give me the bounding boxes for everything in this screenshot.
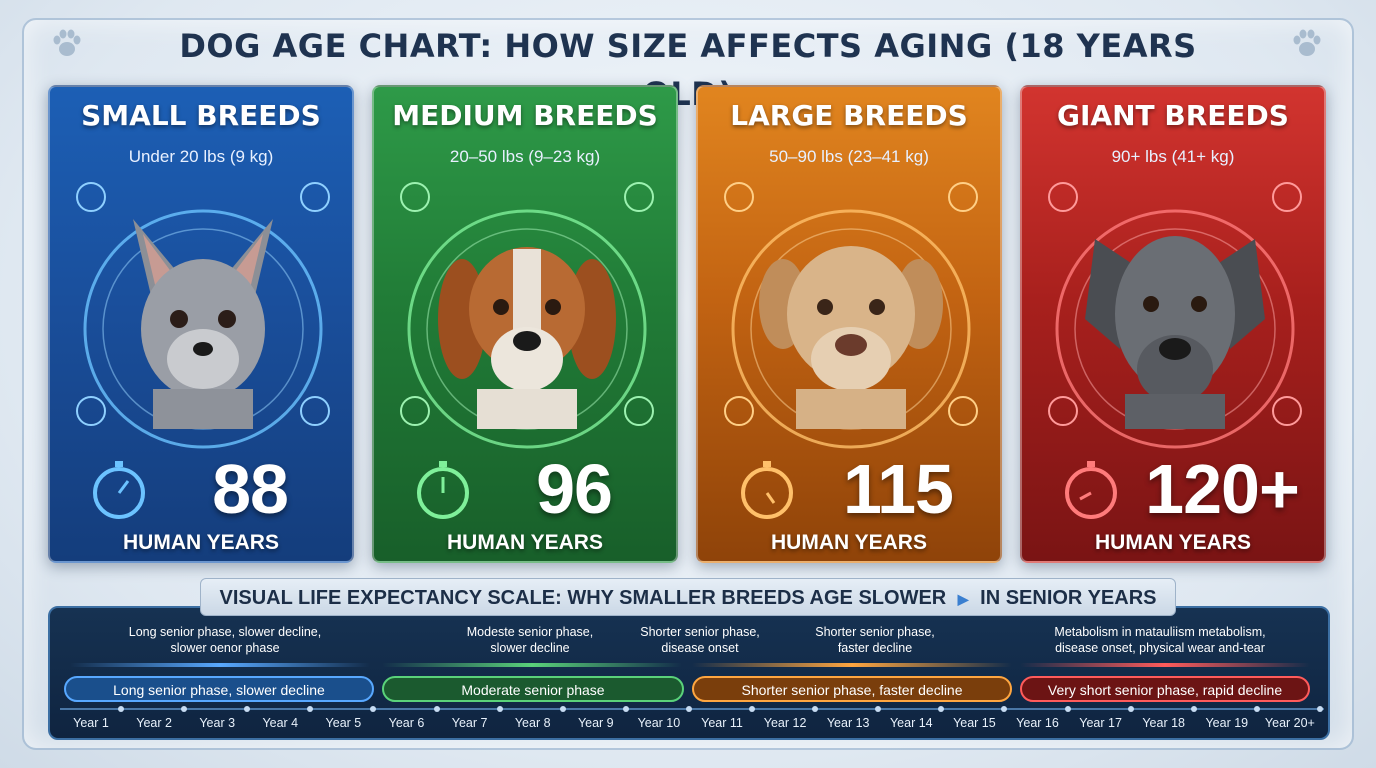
- year-tick-label: Year 5: [325, 716, 362, 730]
- band-glow-orange: [692, 663, 1012, 667]
- human-age-unit: HUMAN YEARS: [447, 531, 603, 554]
- stopwatch-icon: [741, 461, 793, 519]
- human-age-unit: HUMAN YEARS: [123, 531, 279, 554]
- year-tick-label: Year 18: [1142, 716, 1185, 730]
- life-expectancy-scale-panel: [48, 606, 1330, 740]
- year-tick-dot: [496, 706, 503, 712]
- hud-ring: [724, 182, 978, 449]
- scale-note: Metabolism in matauliism metabolism, dis…: [1054, 625, 1266, 655]
- year-tick-label: Year 19: [1205, 716, 1249, 730]
- year-tick-label: Year 8: [514, 716, 551, 730]
- year-tick-dot: [1064, 706, 1071, 712]
- year-tick-dot: [433, 706, 440, 712]
- paw-print-icon: [1293, 29, 1321, 56]
- year-tick-label: Year 7: [451, 716, 488, 730]
- year-tick-label: Year 9: [577, 716, 614, 730]
- breed-card-large: LARGE BREEDS 50–90 lbs (23–41 kg) 115 HU…: [696, 85, 1002, 563]
- great-dane-illustration: [1085, 236, 1265, 429]
- year-tick-label: Year 4: [262, 716, 299, 730]
- senior-phase-band-small: Long senior phase, slower decline: [64, 676, 374, 702]
- year-tick-dot: [1253, 706, 1260, 712]
- breed-weight: 90+ lbs (41+ kg): [1111, 147, 1235, 166]
- band-glow-blue: [70, 663, 370, 667]
- year-tick-label: Year 3: [199, 716, 236, 730]
- play-arrow-icon: ▶: [957, 591, 969, 607]
- year-tick-dot: [244, 706, 251, 712]
- breed-card-small: SMALL BREEDS Under 20 lbs (9 kg) 88 HUMA…: [48, 85, 354, 563]
- year-tick-label: Year 15: [953, 716, 996, 730]
- year-tick-label: Year 17: [1079, 716, 1122, 730]
- breed-weight: 20–50 lbs (9–23 kg): [449, 147, 601, 166]
- year-tick-dot: [1316, 706, 1323, 712]
- year-tick-dot: [559, 706, 566, 712]
- year-tick-dot: [1001, 706, 1008, 712]
- scale-note: Long senior phase, slower decline, slowe…: [128, 625, 322, 655]
- human-age-value: 120+: [1145, 450, 1300, 528]
- year-tick-dot: [749, 706, 755, 712]
- year-tick-label: Year 6: [388, 716, 425, 730]
- beagle-illustration: [438, 247, 616, 429]
- human-age-value: 115: [843, 450, 954, 528]
- scale-title: VISUAL LIFE EXPECTANCY SCALE: WHY SMALLE…: [201, 579, 1175, 617]
- band-glow-red: [1020, 663, 1310, 667]
- stopwatch-icon: [1065, 461, 1117, 519]
- year-tick-dot: [181, 706, 188, 712]
- year-axis: [60, 708, 1324, 710]
- scale-note: Modeste senior phase, slower decline: [466, 625, 594, 655]
- hud-ring: [1048, 182, 1302, 449]
- year-tick-label: Year 12: [763, 716, 807, 730]
- breed-weight: Under 20 lbs (9 kg): [128, 147, 274, 166]
- outer-frame: [22, 18, 1354, 750]
- year-tick-dot: [307, 706, 314, 712]
- hud-ring: [400, 182, 654, 449]
- year-tick-label: Year 1: [73, 716, 109, 730]
- year-tick-dot: [685, 706, 692, 712]
- chihuahua-illustration: [133, 219, 273, 429]
- scale-title-part2: IN SENIOR YEARS: [980, 587, 1157, 609]
- paw-print-icon: [53, 29, 81, 56]
- year-tick-label: Year 2: [136, 716, 172, 730]
- year-tick-label: Year 13: [826, 716, 870, 730]
- breed-card-medium: MEDIUM BREEDS 20–50 lbs (9–23 kg) 96 HUM…: [372, 85, 678, 563]
- year-tick-dot: [875, 706, 882, 712]
- breed-weight: 50–90 lbs (23–41 kg): [769, 147, 929, 166]
- hud-ring: [76, 182, 330, 449]
- scale-title-part1: VISUAL LIFE EXPECTANCY SCALE: WHY SMALLE…: [219, 587, 947, 609]
- human-age-value: 96: [536, 450, 613, 528]
- year-tick-dot: [370, 706, 377, 712]
- breed-name: LARGE BREEDS: [730, 99, 968, 132]
- breed-name: GIANT BREEDS: [1057, 99, 1289, 132]
- year-tick-dot: [1127, 706, 1134, 712]
- year-tick-dot: [622, 706, 629, 712]
- breed-card-giant: GIANT BREEDS 90+ lbs (41+ kg) 120+ HUMAN…: [1020, 85, 1326, 563]
- year-tick-label: Year 14: [889, 716, 933, 730]
- labrador-illustration: [759, 246, 943, 429]
- senior-phase-band-medium: Moderate senior phase: [382, 676, 684, 702]
- scale-title-banner: VISUAL LIFE EXPECTANCY SCALE: WHY SMALLE…: [200, 578, 1176, 616]
- year-tick-label: Year 10: [637, 716, 681, 730]
- scale-note: Shorter senior phase, disease onset: [640, 625, 760, 655]
- human-age-unit: HUMAN YEARS: [771, 531, 927, 554]
- year-tick-label: Year 20+: [1264, 716, 1315, 730]
- stopwatch-icon: [93, 461, 145, 519]
- year-tick-dot: [812, 706, 819, 712]
- senior-phase-band-giant: Very short senior phase, rapid decline: [1020, 676, 1310, 702]
- band-glow-green: [382, 663, 682, 667]
- year-tick-dot: [1190, 706, 1197, 712]
- year-tick-dot: [118, 706, 124, 712]
- breed-name: MEDIUM BREEDS: [392, 99, 658, 132]
- senior-phase-band-large: Shorter senior phase, faster decline: [692, 676, 1012, 702]
- human-age-unit: HUMAN YEARS: [1095, 531, 1251, 554]
- year-tick-dot: [938, 706, 945, 712]
- year-tick-label: Year 11: [701, 716, 743, 730]
- year-tick-label: Year 16: [1016, 716, 1059, 730]
- scale-note: Shorter senior phase, faster decline: [815, 625, 935, 655]
- stopwatch-icon: [417, 461, 469, 519]
- breed-name: SMALL BREEDS: [81, 99, 321, 132]
- human-age-value: 88: [212, 450, 289, 528]
- page-title: DOG AGE CHART: HOW SIZE AFFECTS AGING (1…: [179, 27, 1197, 113]
